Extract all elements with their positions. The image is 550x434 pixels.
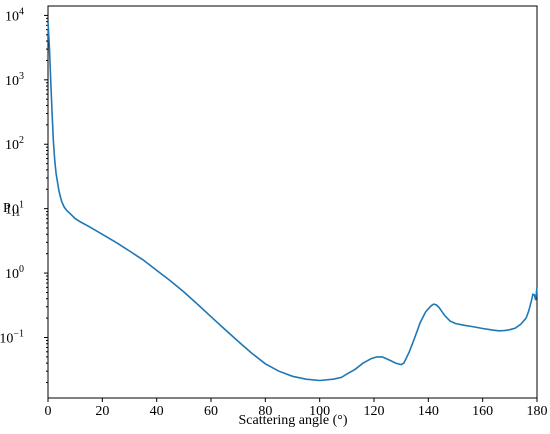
y-tick-label: 102 xyxy=(5,135,24,153)
x-tick-label: 40 xyxy=(150,404,164,419)
x-axis-label: Scattering angle (°) xyxy=(239,413,348,428)
x-tick-label: 60 xyxy=(204,404,218,419)
y-axis-label: P11 xyxy=(3,201,20,219)
y-axis: 10−1 100 101 102 103 104 xyxy=(0,6,48,384)
x-tick-label: 120 xyxy=(364,404,385,419)
x-axis: 0 20 40 60 80 100 120 140 160 180 xyxy=(45,398,548,419)
x-tick-label: 180 xyxy=(527,404,548,419)
plot-area xyxy=(47,5,538,399)
y-axis-label-main: P xyxy=(3,201,11,216)
x-tick-label: 100 xyxy=(309,404,330,419)
x-tick-label: 140 xyxy=(418,404,439,419)
y-axis-label-sub: 11 xyxy=(11,208,21,219)
y-tick-label: 103 xyxy=(5,71,24,89)
series-line xyxy=(47,21,538,382)
plot-frame xyxy=(47,5,538,399)
y-tick-label: 100 xyxy=(5,264,24,282)
y-tick-label: 104 xyxy=(5,6,24,24)
x-tick-label: 0 xyxy=(45,404,52,419)
x-tick-label: 20 xyxy=(95,404,109,419)
x-tick-label: 160 xyxy=(472,404,493,419)
y-tick-label: 101 xyxy=(5,200,24,218)
x-tick-label: 80 xyxy=(258,404,272,419)
y-tick-label: 10−1 xyxy=(0,328,24,346)
